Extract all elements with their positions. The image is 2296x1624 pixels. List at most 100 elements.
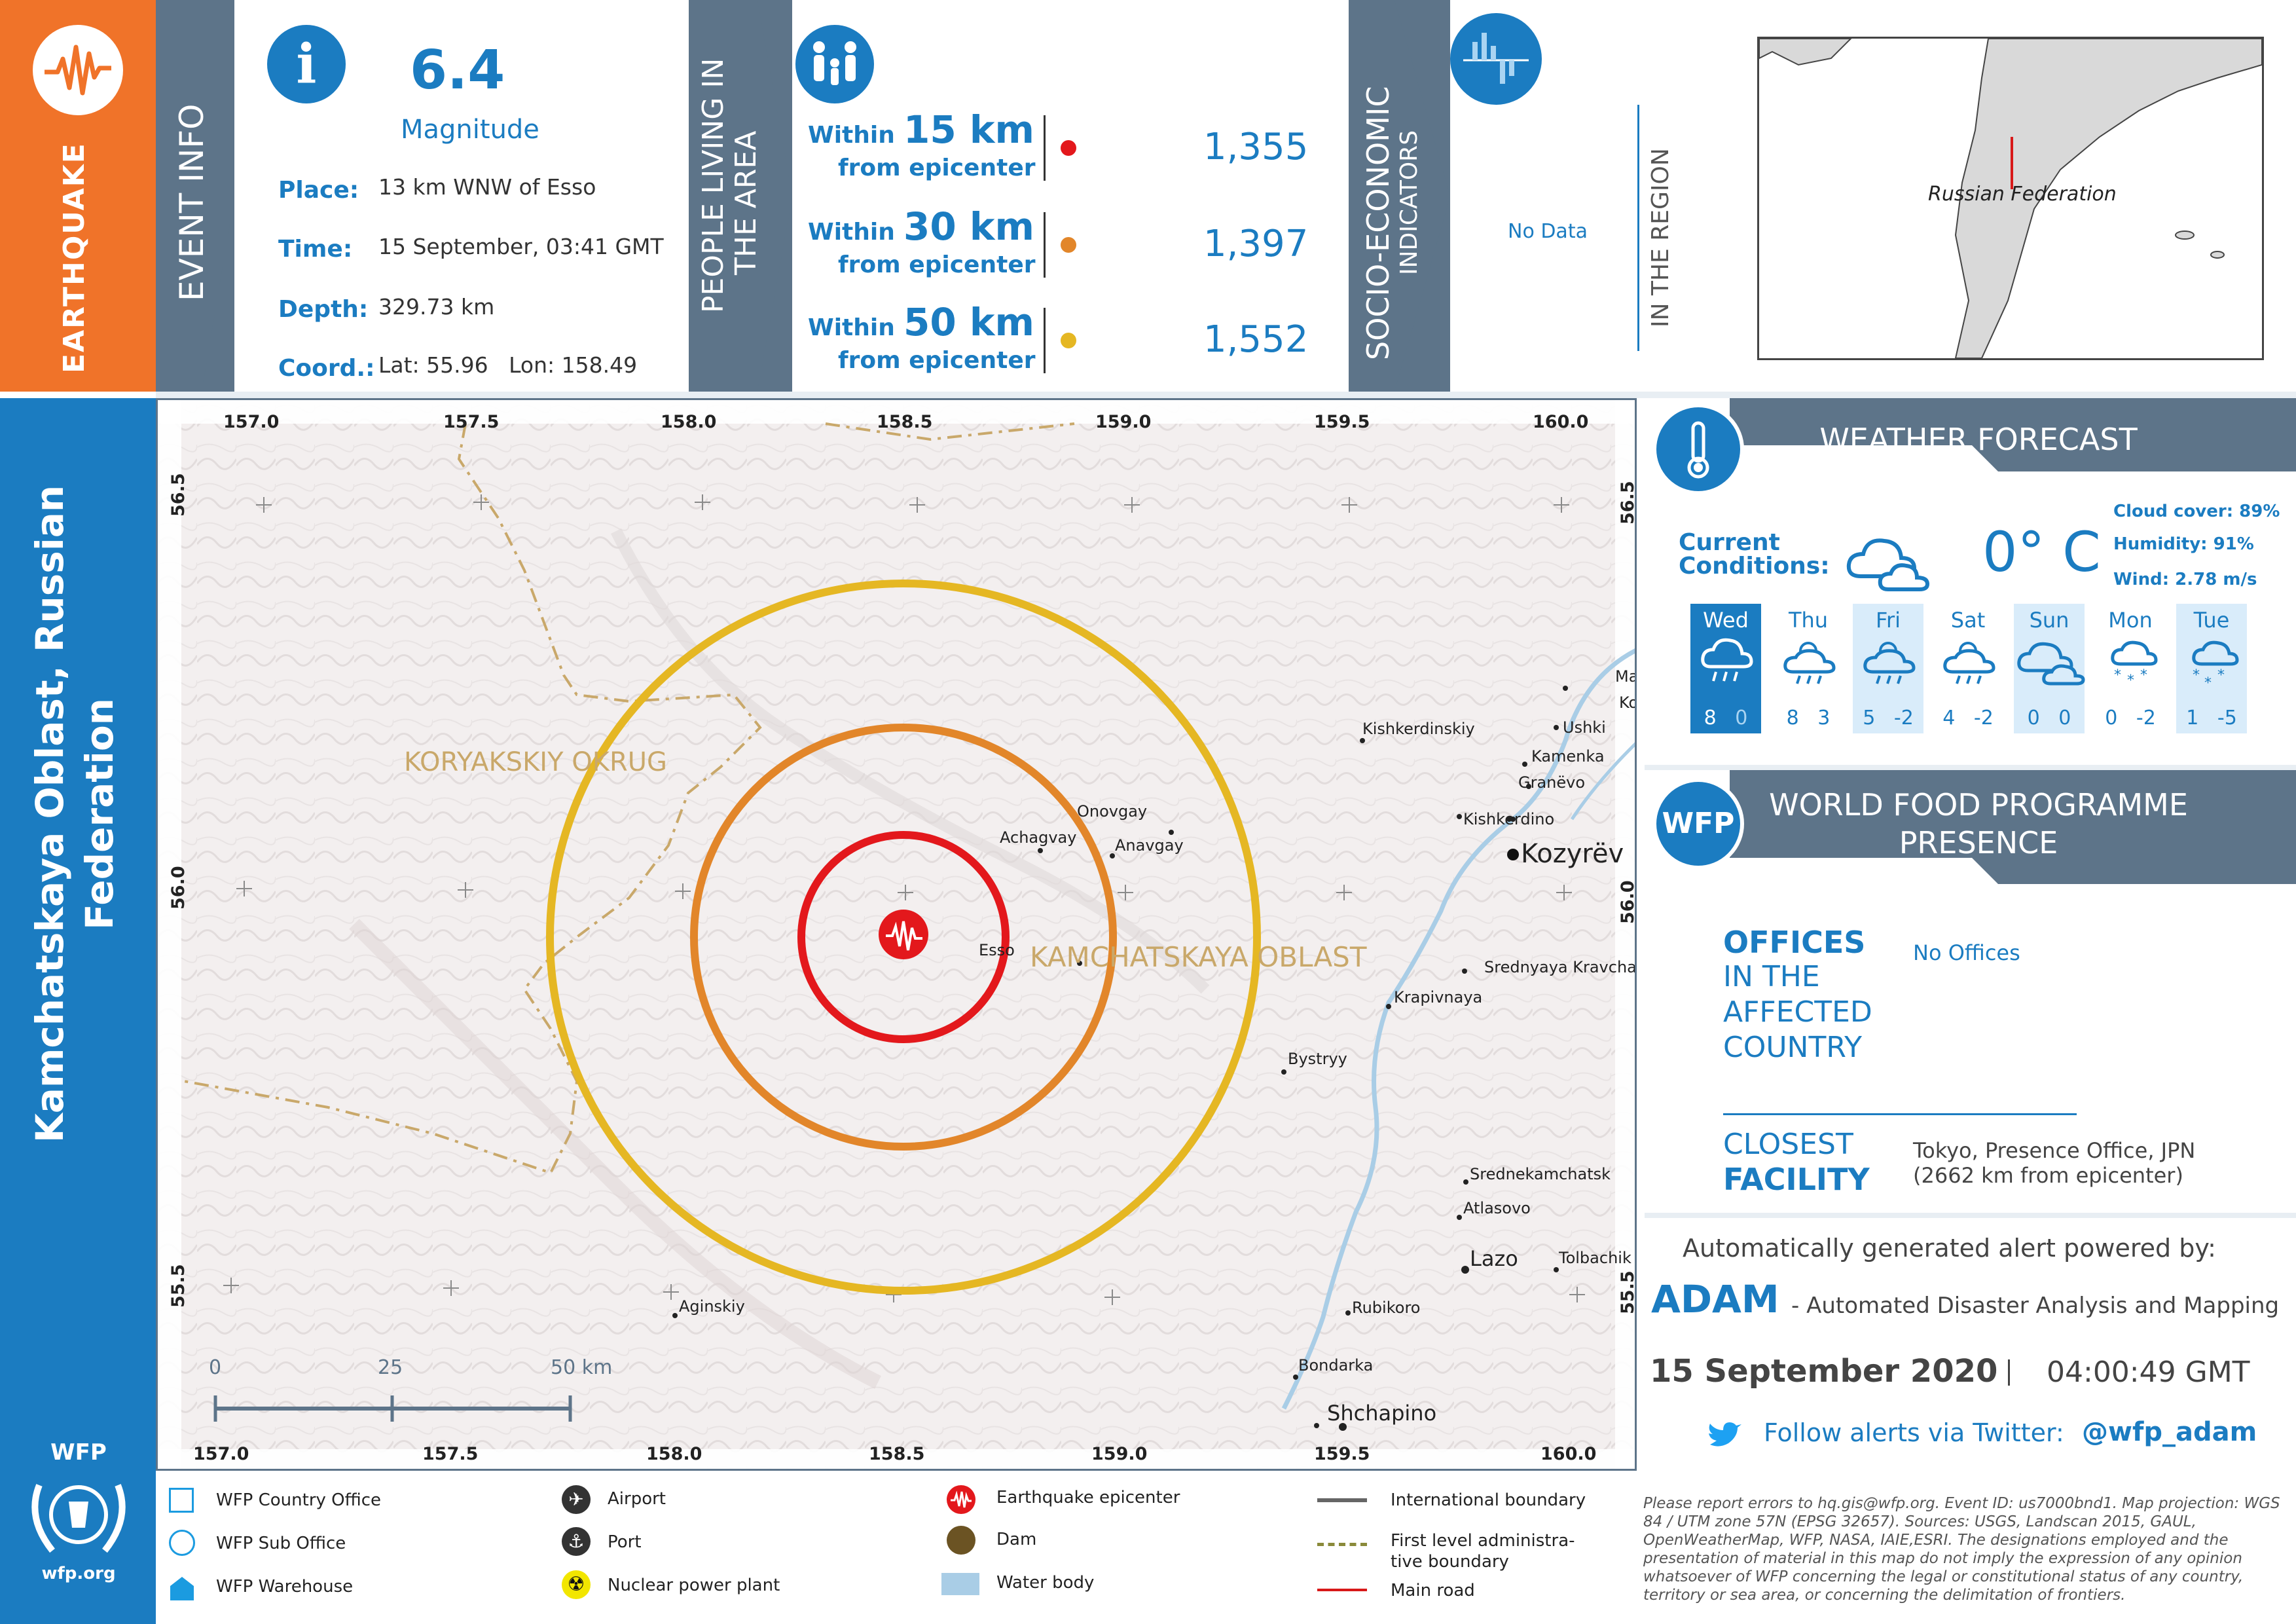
lat-tick-right: 56.5 — [1618, 481, 1637, 525]
location-title-line2: Federation — [77, 698, 122, 930]
from-label: from epicenter — [838, 347, 1036, 374]
legend: WFP Country Office WFP Sub Office WFP Wa… — [156, 1471, 1637, 1624]
pop-row-30km: Within 30 km from epicenter 1,397 — [792, 203, 1342, 288]
info-icon: i — [267, 25, 346, 103]
nuclear-icon: ☢ — [562, 1570, 591, 1599]
socio-tab: SOCIO-ECONOMIC INDICATORS — [1349, 0, 1450, 392]
within-label: Within — [808, 314, 895, 341]
scale-label: 0 — [209, 1356, 222, 1379]
cloud-icon — [2017, 642, 2085, 686]
circle-outline-icon — [169, 1530, 195, 1556]
forecast-day-mon: Mon * * * 0 -2 — [2095, 604, 2166, 733]
offices-label-2: IN THE — [1723, 960, 1820, 993]
day-low: -2 — [1973, 707, 1994, 729]
legend-label: Dam — [996, 1530, 1037, 1549]
row-divider — [1044, 212, 1046, 278]
current-conditions-label-1: Current — [1679, 529, 1780, 556]
population-panel: Within 15 km from epicenter 1,355 Within… — [792, 0, 1342, 392]
water-body-icon — [941, 1573, 979, 1595]
lon-tick-top: 159.5 — [1314, 412, 1370, 432]
time-label: Time: — [278, 236, 353, 263]
people-icon — [795, 25, 874, 103]
lat-tick-right: 56.0 — [1618, 880, 1637, 924]
place-label: Bondarka — [1298, 1356, 1374, 1375]
panel-divider — [1645, 1213, 2296, 1218]
scale-label: 25 — [378, 1356, 403, 1379]
hazard-label: EARTHQUAKE — [58, 142, 91, 373]
snow-icon: * * * — [2111, 640, 2158, 689]
closest-value-2: (2662 km from epicenter) — [1913, 1163, 2183, 1188]
place-label: Srednyaya Kravcha — [1484, 958, 1637, 976]
legend-label: WFP Country Office — [216, 1490, 382, 1510]
lon-tick-top: 159.0 — [1095, 412, 1152, 432]
twitter-icon[interactable] — [1707, 1422, 1741, 1451]
place-label: Achagvay — [1000, 828, 1077, 847]
day-high: 5 — [1863, 707, 1876, 729]
from-label: from epicenter — [838, 251, 1036, 278]
within-label: Within — [808, 122, 895, 149]
socio-label-1: SOCIO-ECONOMIC — [1360, 86, 1396, 360]
event-info-tab: EVENT INFO — [156, 0, 234, 392]
legend-label: tive boundary — [1391, 1552, 1509, 1572]
location-title-line1: Kamchatskaya Oblast, Russian — [27, 485, 72, 1143]
anchor-icon: ⚓ — [562, 1527, 591, 1556]
map-frame[interactable]: 157.0 157.5 158.0 158.5 159.0 159.5 160.… — [156, 398, 1637, 1471]
forecast-day-sat: Sat 4 -2 — [1933, 604, 2003, 733]
place-label: Krapivnaya — [1394, 988, 1483, 1006]
warehouse-icon — [170, 1577, 194, 1600]
wfp-logo-text: WFP — [50, 1439, 107, 1466]
disclaimer: Please report errors to hq.gis@wfp.org. … — [1643, 1495, 2280, 1604]
place-label: Aginskiy — [679, 1297, 745, 1316]
legend-label: Water body — [996, 1573, 1095, 1593]
lat-tick-left: 55.5 — [168, 1264, 189, 1308]
offices-label-3: AFFECTED — [1723, 995, 1872, 1029]
radius-label: 50 km — [903, 300, 1034, 344]
place-label: Kishkerdino — [1463, 810, 1555, 828]
magnitude-value: 6.4 — [410, 39, 505, 101]
socio-label-2: INDICATORS — [1396, 130, 1423, 275]
legend-label: Main road — [1391, 1581, 1475, 1600]
lat-tick-left: 56.0 — [168, 866, 189, 910]
place-label: Ma — [1615, 667, 1637, 686]
place-label: Esso — [979, 941, 1015, 959]
twitter-handle[interactable]: @wfp_adam — [2082, 1417, 2257, 1447]
hazard-banner: EARTHQUAKE — [0, 0, 156, 392]
lon-tick-bottom: 157.5 — [422, 1444, 479, 1464]
place-label: Granëvo — [1518, 773, 1586, 792]
intl-boundary-icon — [1317, 1498, 1367, 1502]
current-conditions-label-2: Conditions: — [1679, 553, 1830, 580]
wfp-badge-icon: WFP — [1652, 778, 1744, 870]
lon-tick-bottom: 158.0 — [646, 1444, 702, 1464]
cloud-cover: Cloud cover: 89% — [2113, 502, 2280, 521]
alert-footer: Automatically generated alert powered by… — [1645, 1218, 2296, 1471]
legend-label: Nuclear power plant — [608, 1576, 780, 1595]
pop-count: 1,355 — [1203, 126, 1309, 168]
day-name: Wed — [1703, 608, 1749, 633]
place-label: Atlasovo — [1463, 1199, 1531, 1217]
map-canvas — [158, 400, 1635, 1469]
adam-logo: ADAM — [1651, 1277, 1779, 1321]
thermometer-icon — [1652, 403, 1744, 495]
alert-date: 15 September 2020 — [1650, 1353, 1998, 1390]
current-cloud-icon — [1846, 538, 1930, 591]
forecast-day-tue: Tue * * * 1 -5 — [2176, 604, 2247, 733]
day-low: -5 — [2217, 707, 2237, 729]
wfp-title-1: WORLD FOOD PROGRAMME — [1769, 787, 2188, 822]
svg-text:*: * — [2114, 667, 2121, 684]
pop-row-15km: Within 15 km from epicenter 1,355 — [792, 106, 1342, 191]
legend-label: International boundary — [1391, 1490, 1586, 1510]
panel-divider — [1645, 765, 2296, 770]
row-divider — [1044, 308, 1046, 373]
legend-label: Airport — [608, 1489, 666, 1509]
presence-divider — [1723, 1113, 2077, 1115]
inset-map: Russian Federation — [1757, 37, 2264, 360]
place-label: Bystryy — [1288, 1050, 1347, 1068]
legend-label: Port — [608, 1532, 642, 1552]
magnitude-label: Magnitude — [401, 115, 539, 145]
place-label-town: Shchapino — [1327, 1401, 1437, 1426]
legend-label: Earthquake epicenter — [996, 1488, 1180, 1507]
population-label-2: THE AREA — [729, 130, 763, 275]
main-road-icon — [1317, 1589, 1367, 1591]
wfp-logo: WFP wfp.org — [13, 1439, 144, 1596]
scale-label: 50 km — [551, 1356, 613, 1379]
